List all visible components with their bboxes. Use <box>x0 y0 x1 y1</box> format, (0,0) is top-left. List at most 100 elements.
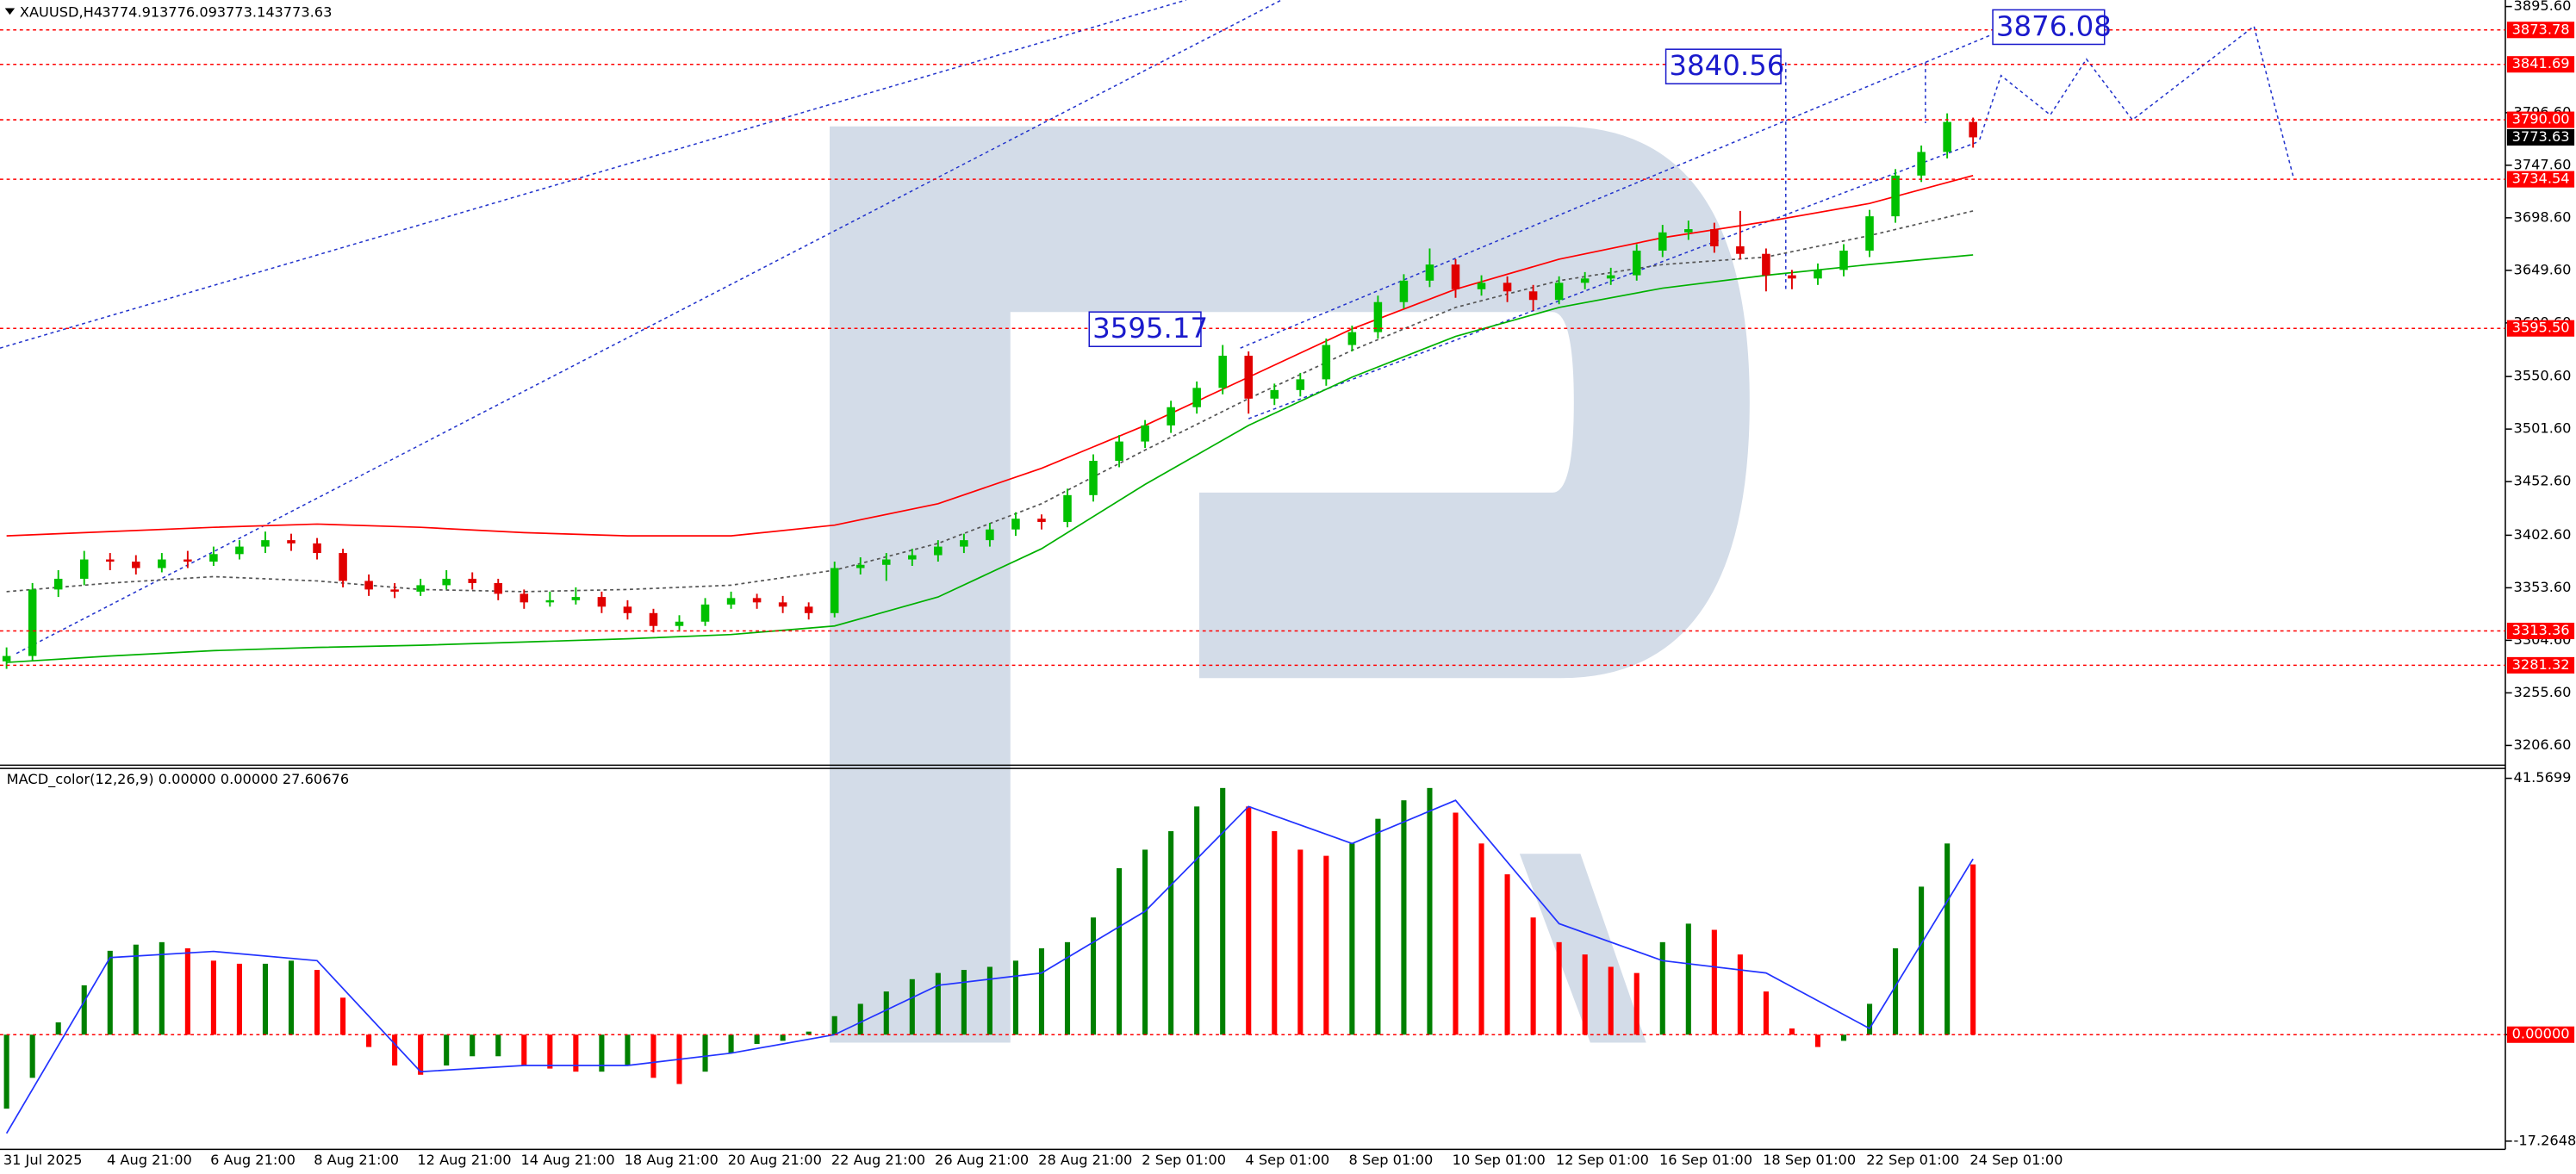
current-price-label-bg <box>2506 128 2575 146</box>
x-tick-label: 8 Sep 01:00 <box>1349 1152 1434 1168</box>
macd-bar <box>1685 923 1691 1035</box>
x-tick-label: 28 Aug 21:00 <box>1038 1152 1132 1168</box>
candle-body <box>79 559 89 579</box>
candle-body <box>1347 332 1357 345</box>
level-label-bg <box>2506 111 2575 128</box>
candle-body <box>1503 283 1512 292</box>
candle-body <box>1089 460 1098 495</box>
level-label: 3841.69 <box>2512 55 2570 71</box>
macd-bar <box>1168 830 1174 1035</box>
macd-bar <box>1142 849 1148 1035</box>
candle-body <box>1011 519 1020 530</box>
level-label: 3790.00 <box>2512 111 2570 127</box>
macd-bar <box>366 1034 372 1047</box>
y-tick-label: 3402.60 <box>2514 526 2572 543</box>
macd-bar <box>418 1034 424 1075</box>
macd-bar <box>1090 917 1097 1035</box>
y-tick-label: 3649.60 <box>2514 261 2572 277</box>
candle-body <box>545 599 555 603</box>
candle-body <box>1451 264 1460 289</box>
macd-bar <box>1194 806 1200 1035</box>
candle-body <box>1141 425 1149 442</box>
candle-body <box>752 598 762 603</box>
zero-label: 0.00000 <box>2512 1026 2570 1042</box>
candle-body <box>364 581 373 590</box>
macd-bar <box>599 1034 605 1072</box>
macd-bar <box>314 970 320 1035</box>
macd-bar <box>288 960 295 1035</box>
candle-body <box>287 540 296 544</box>
macd-bar <box>935 972 941 1035</box>
candle-body <box>1917 152 1926 176</box>
macd-bar <box>133 944 139 1035</box>
annotation: 3840.56 <box>1669 49 1784 82</box>
candle-body <box>1063 494 1072 522</box>
candle-body <box>675 621 684 626</box>
candle-body <box>881 559 891 565</box>
x-tick-label: 8 Aug 21:00 <box>314 1152 399 1168</box>
annotation-box <box>1664 48 1782 84</box>
macd-bar <box>340 997 346 1035</box>
candle-body <box>2 655 11 662</box>
y-tick-label: 3206.60 <box>2514 736 2572 753</box>
x-tick-label: 22 Sep 01:00 <box>1866 1152 1959 1168</box>
macd-bar <box>1970 864 1976 1035</box>
candle-body <box>1167 407 1175 425</box>
macd-bar <box>1866 1003 1873 1035</box>
y-tick-label: 3501.60 <box>2514 420 2572 437</box>
candle-body <box>1839 250 1848 270</box>
x-tick-label: 31 Jul 2025 <box>3 1152 83 1168</box>
macd-bar <box>831 1016 837 1035</box>
candle-body <box>623 606 632 613</box>
forecast-lines <box>0 0 2294 655</box>
candle-body <box>908 555 917 560</box>
candle-body <box>778 602 787 607</box>
candle-body <box>494 582 503 594</box>
candle-body <box>1788 275 1796 279</box>
y-tick-label: 3452.60 <box>2514 473 2572 489</box>
x-tick-label: 6 Aug 21:00 <box>210 1152 296 1168</box>
candle-body <box>1943 121 1951 152</box>
candle-body <box>105 559 115 562</box>
macd-bar <box>1427 787 1433 1035</box>
macd-bar <box>236 963 242 1035</box>
candle-body <box>1037 519 1046 522</box>
level-label: 3734.54 <box>2512 171 2570 187</box>
candle-body <box>520 593 529 603</box>
level-label-bg <box>2506 622 2575 640</box>
menu-icon[interactable] <box>4 8 16 16</box>
macd-bar <box>780 1034 786 1041</box>
candle-body <box>1373 301 1383 332</box>
candle-body <box>1658 232 1667 251</box>
macd-bar <box>159 941 165 1035</box>
macd-bar <box>1582 954 1588 1035</box>
candle-body <box>597 597 607 607</box>
macd-bar <box>210 960 216 1035</box>
level-label-bg <box>2506 320 2575 337</box>
x-tick-label: 26 Aug 21:00 <box>935 1152 1029 1168</box>
macd-bar <box>650 1034 656 1078</box>
y-tick-label: 3698.60 <box>2514 208 2572 225</box>
candle-body <box>571 597 581 600</box>
zero-label-bg <box>2506 1026 2575 1043</box>
candle-body <box>1580 278 1590 283</box>
candle-body <box>986 529 994 541</box>
macd-bar <box>883 991 889 1035</box>
signal-line <box>5 799 1974 1134</box>
macd-bar <box>3 1034 9 1109</box>
macd-bar <box>1919 886 1925 1035</box>
candle-body <box>235 546 244 555</box>
candle-body <box>934 546 943 556</box>
x-tick-label: 4 Aug 21:00 <box>107 1152 192 1168</box>
candle-body <box>184 559 192 562</box>
current-price-label: 3773.63 <box>2512 128 2570 145</box>
macd-bar <box>1272 830 1278 1035</box>
y-tick-label: 3895.60 <box>2514 0 2572 14</box>
indicator-line <box>6 174 1974 537</box>
candle-body <box>1891 175 1900 217</box>
x-tick-label: 16 Sep 01:00 <box>1659 1152 1752 1168</box>
y-tick-label: 3255.60 <box>2514 684 2572 700</box>
candle-body <box>1762 253 1770 276</box>
macd-bar <box>392 1034 398 1066</box>
